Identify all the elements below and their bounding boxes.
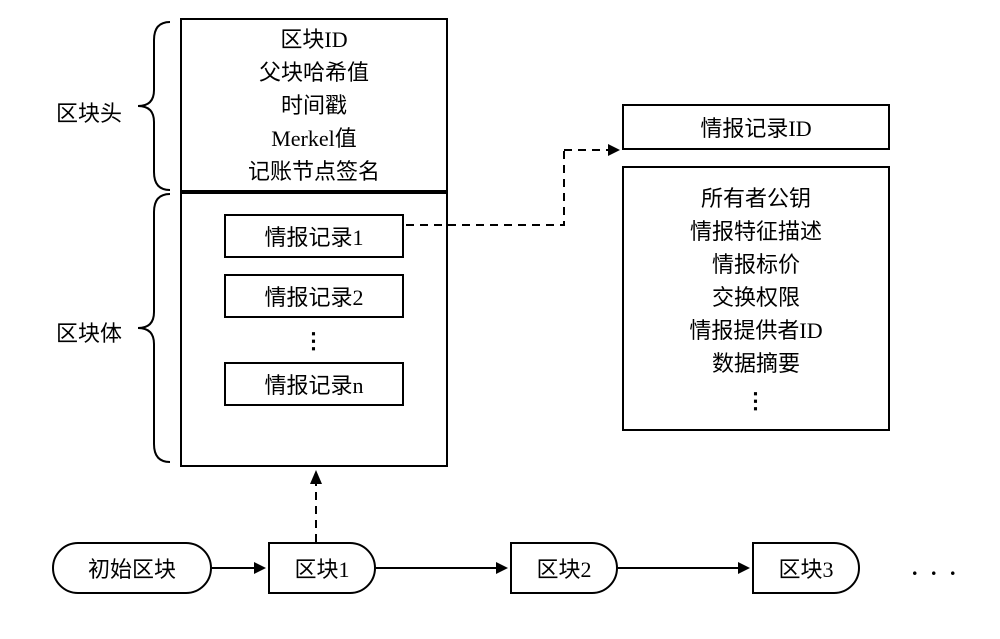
chain-ellipsis: . . . [912,555,960,581]
connector-block1-to-body [0,0,1000,639]
